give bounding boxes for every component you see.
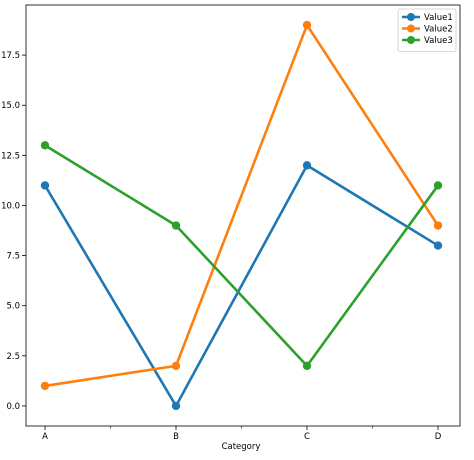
data-point [171,361,181,371]
series-line [44,144,440,368]
legend-item: Value3 [402,36,453,46]
legend-label: Value1 [424,13,453,23]
data-point [433,181,443,190]
series-Value2 [40,20,443,391]
y-tick-label: 15.0 [1,101,20,111]
y-tick-label: 17.5 [1,51,20,61]
data-point [302,161,312,170]
data-point [40,181,50,190]
legend-marker [407,13,415,21]
x-tick-label: C [304,432,310,442]
y-tick-label: 2.5 [6,352,20,362]
plot-frame [25,4,461,427]
legend-item: Value2 [402,24,453,35]
series-Value3 [40,141,443,371]
legend-label: Value3 [424,36,453,46]
legend-marker [407,24,415,33]
y-tick-label: 0.0 [6,402,20,412]
series-line [43,164,439,408]
legend-label: Value2 [424,25,453,35]
y-tick-label: 10.0 [1,201,20,211]
x-tick-label: D [435,432,442,442]
y-tick-label: 5.0 [6,302,20,312]
x-tick-label: B [173,432,179,442]
data-point [40,141,50,150]
legend-item: Value1 [402,13,453,23]
data-point [171,401,181,411]
data-point [302,361,312,371]
y-axis: 0.0 2.5 5.0 7.5 10.0 12.5 15.0 17.5 [1,51,26,412]
series-Value1 [40,161,443,411]
y-tick-label: 12.5 [1,151,20,161]
legend-marker [407,36,415,44]
data-point [433,241,443,250]
x-tick-label: A [42,432,48,442]
x-axis-label: Category [222,442,261,452]
data-point [171,221,181,230]
series-layer [40,20,443,411]
data-point [433,221,443,230]
series-line [44,23,440,388]
x-axis: A B C D [42,426,442,442]
data-point [40,381,50,391]
y-tick-label: 7.5 [6,252,20,262]
data-point [302,20,312,30]
